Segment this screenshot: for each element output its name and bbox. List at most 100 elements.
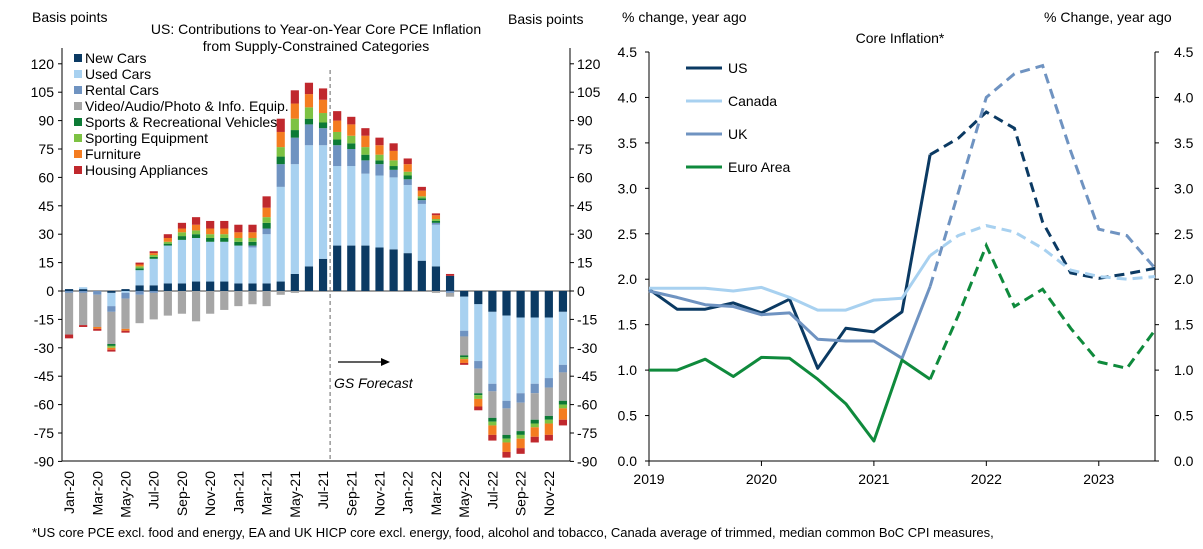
- left-ytick-label: 15: [38, 255, 54, 271]
- right-ytick-label: 4.0: [618, 89, 638, 105]
- bar-segment: [333, 166, 342, 246]
- bar-segment: [304, 266, 314, 291]
- bar-segment: [121, 330, 130, 333]
- bar-segment: [248, 237, 257, 242]
- left-ytick-label: -15: [34, 311, 54, 327]
- bar-segment: [177, 291, 187, 314]
- left-ytick-label: 90: [38, 113, 54, 129]
- legend-swatch: [74, 54, 82, 62]
- bar-segment: [488, 311, 497, 384]
- bar-segment: [375, 160, 384, 165]
- bar-segment: [403, 171, 412, 176]
- bar-segment: [460, 362, 469, 365]
- right-ytick-label: 2.5: [618, 226, 638, 242]
- bar-segment: [318, 113, 328, 123]
- bar-segment: [502, 442, 511, 452]
- left-xtick-label: Mar-21: [259, 471, 275, 516]
- bar-segment: [417, 190, 426, 197]
- left-xtick-label: May-22: [456, 471, 472, 518]
- bar-segment: [135, 266, 144, 269]
- right-legend-label: UK: [728, 126, 748, 142]
- bar-segment: [558, 419, 568, 426]
- bar-segment: [544, 434, 553, 441]
- bar-segment: [347, 149, 356, 167]
- legend-label: Video/Audio/Photo & Info. Equip.: [85, 98, 289, 114]
- bar-segment: [516, 434, 525, 439]
- left-ytick-label-right: -60: [577, 397, 597, 413]
- bar-segment: [347, 124, 356, 136]
- bar-segment: [361, 154, 370, 161]
- bar-segment: [516, 438, 525, 449]
- bar-segment: [248, 283, 257, 291]
- bar-segment: [389, 177, 398, 250]
- bar-segment: [544, 378, 553, 388]
- legend-label: New Cars: [85, 50, 146, 66]
- bar-segment: [121, 298, 130, 329]
- left-ytick-label-right: 30: [577, 226, 593, 242]
- left-xtick-label: Sep-22: [513, 471, 529, 516]
- bar-segment: [135, 262, 144, 265]
- bar-segment: [191, 224, 201, 231]
- bar-segment: [417, 203, 426, 261]
- bar-segment: [206, 220, 215, 229]
- bar-segment: [191, 234, 201, 238]
- bar-segment: [488, 383, 497, 392]
- bar-segment: [417, 200, 426, 204]
- bar-segment: [516, 431, 525, 435]
- bar-segment: [206, 291, 215, 314]
- left-ytick-label: 60: [38, 169, 54, 185]
- bar-segment: [558, 372, 568, 401]
- bar-segment: [318, 88, 328, 100]
- bar-segment: [530, 427, 539, 437]
- bar-segment: [544, 387, 553, 416]
- bar-segment: [107, 291, 116, 293]
- bar-segment: [191, 281, 201, 291]
- bar-segment: [206, 241, 215, 282]
- bar-segment: [234, 237, 243, 242]
- bar-segment: [276, 164, 285, 187]
- bar-segment: [361, 160, 370, 174]
- bar-segment: [177, 239, 187, 284]
- bar-segment: [163, 243, 172, 246]
- left-ytick-label-right: 0: [577, 283, 585, 299]
- bar-segment: [417, 186, 426, 191]
- series-line-forecast: [928, 63, 1157, 287]
- left-ytick-label-right: 75: [577, 141, 593, 157]
- bar-segment: [318, 258, 328, 291]
- bar-segment: [191, 237, 201, 282]
- right-xtick-label: 2022: [971, 471, 1002, 487]
- bar-segment: [220, 291, 229, 310]
- bar-segment: [149, 256, 158, 259]
- bar-segment: [502, 408, 511, 435]
- right-legend-label: US: [728, 60, 747, 76]
- bar-segment: [403, 158, 412, 165]
- bar-segment: [220, 281, 229, 291]
- bar-segment: [460, 296, 469, 331]
- series-line-actual: [648, 154, 932, 370]
- bar-segment: [460, 359, 469, 363]
- bar-segment: [558, 400, 568, 405]
- bar-segment: [347, 135, 356, 144]
- bar-segment: [79, 292, 88, 326]
- bar-segment: [107, 306, 116, 312]
- bar-segment: [290, 130, 299, 138]
- bar-segment: [431, 215, 441, 220]
- bar-segment: [149, 285, 158, 291]
- bar-segment: [149, 255, 158, 257]
- bar-segment: [121, 291, 130, 293]
- left-ytick-label: 105: [31, 84, 55, 100]
- bar-segment: [417, 196, 426, 199]
- bar-segment: [177, 232, 187, 237]
- bar-segment: [149, 253, 158, 256]
- left-ytick-label-right: 45: [577, 198, 593, 214]
- bar-segment: [460, 291, 469, 297]
- right-ytick-label-right: 3.5: [1174, 135, 1194, 151]
- bar-segment: [502, 434, 511, 439]
- bar-segment: [544, 291, 553, 318]
- bar-segment: [79, 291, 88, 293]
- bar-segment: [64, 334, 74, 339]
- right-ytick-label-right: 4.0: [1174, 89, 1194, 105]
- bar-segment: [276, 147, 285, 157]
- right-xtick-label: 2021: [858, 471, 889, 487]
